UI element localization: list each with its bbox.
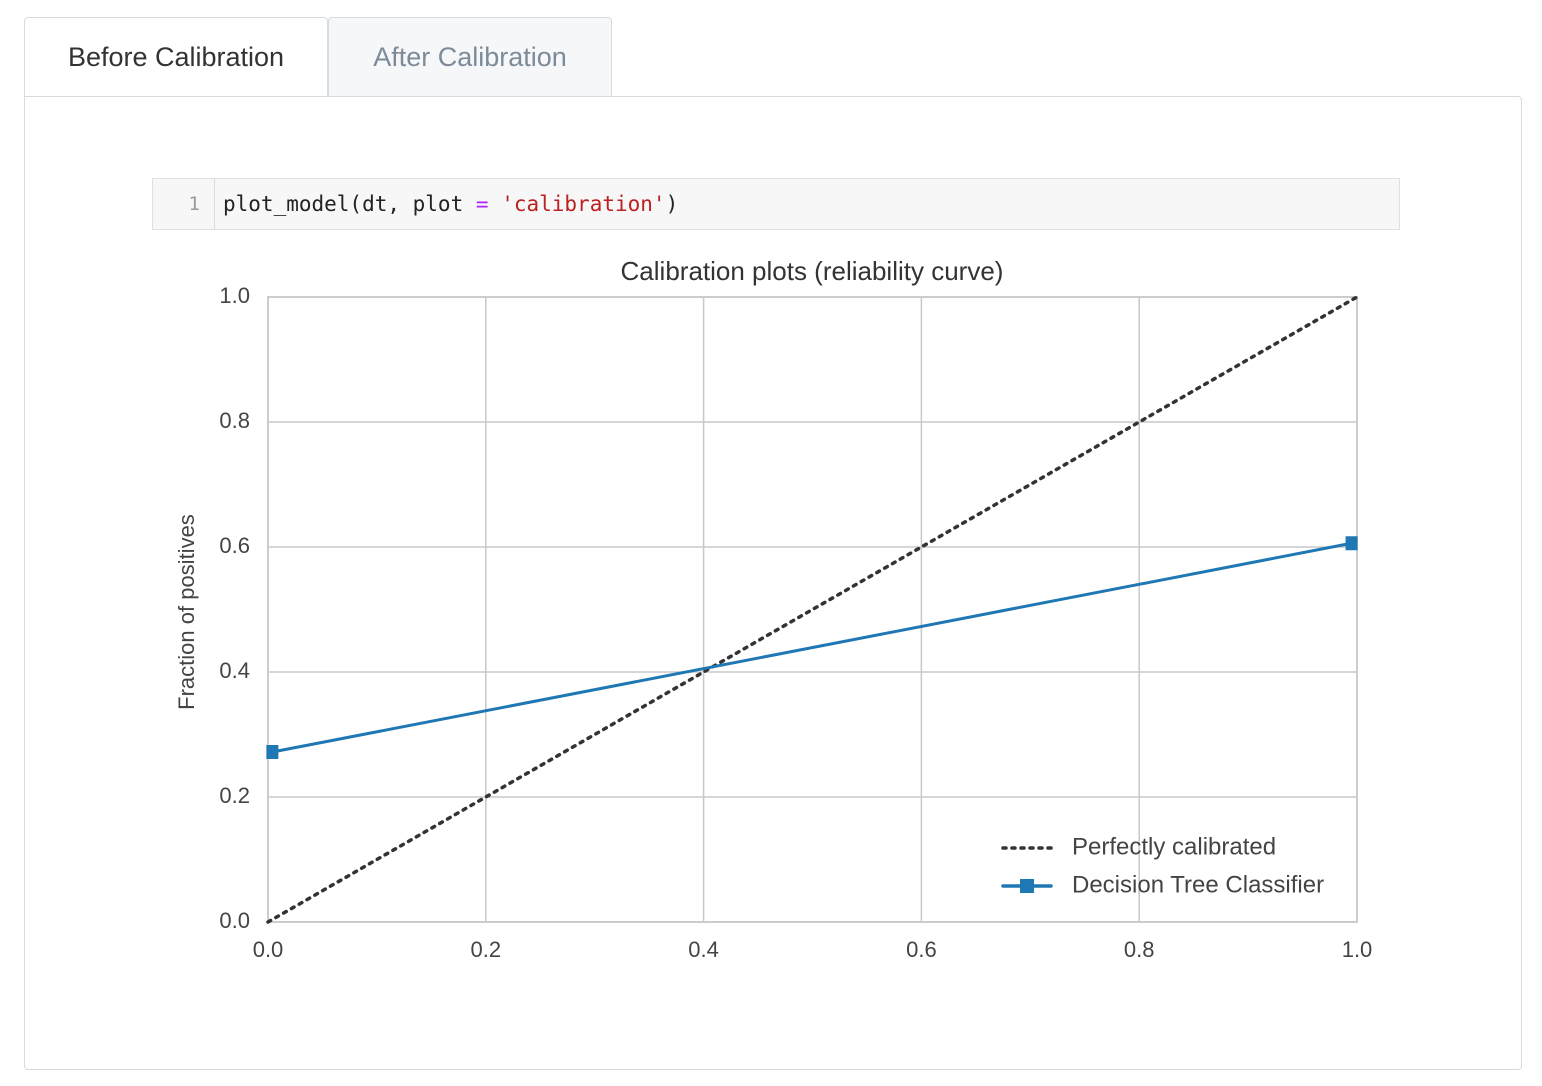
code-token: 'calibration': [501, 192, 666, 216]
x-tick-label: 0.8: [1124, 937, 1155, 962]
line-number: 1: [153, 179, 215, 229]
x-tick-label: 0.0: [253, 937, 284, 962]
tab-panel: [24, 96, 1522, 1070]
y-tick-label: 0.0: [219, 908, 250, 933]
y-tick-label: 1.0: [219, 283, 250, 308]
x-tick-label: 0.2: [471, 937, 502, 962]
code-line: plot_model(dt, plot = 'calibration'): [215, 192, 678, 216]
y-tick-label: 0.6: [219, 533, 250, 558]
y-tick-label: 0.4: [219, 658, 250, 683]
code-token: ): [665, 192, 679, 216]
tab[interactable]: After Calibration: [328, 17, 612, 96]
chart-title: Calibration plots (reliability curve): [621, 256, 1004, 286]
x-tick-label: 0.4: [688, 937, 719, 962]
y-tick-label: 0.8: [219, 408, 250, 433]
series-line: [266, 295, 1359, 924]
x-tick-label: 0.6: [906, 937, 937, 962]
marker: [266, 745, 279, 759]
legend-label: Decision Tree Classifier: [1072, 871, 1324, 898]
code-token: =: [475, 192, 489, 216]
marker: [1345, 536, 1358, 551]
plot-frame: [267, 296, 1358, 923]
legend-label: Perfectly calibrated: [1072, 833, 1276, 860]
code-cell: 1 plot_model(dt, plot = 'calibration'): [152, 178, 1400, 230]
x-tick-label: 1.0: [1342, 937, 1373, 962]
code-token: plot_model(dt, plot: [223, 192, 476, 216]
series-line: [270, 541, 1354, 754]
legend-marker: [1020, 879, 1034, 893]
y-tick-label: 0.2: [219, 783, 250, 808]
y-axis-label: Fraction of positives: [174, 514, 199, 710]
tab[interactable]: Before Calibration: [24, 17, 328, 96]
